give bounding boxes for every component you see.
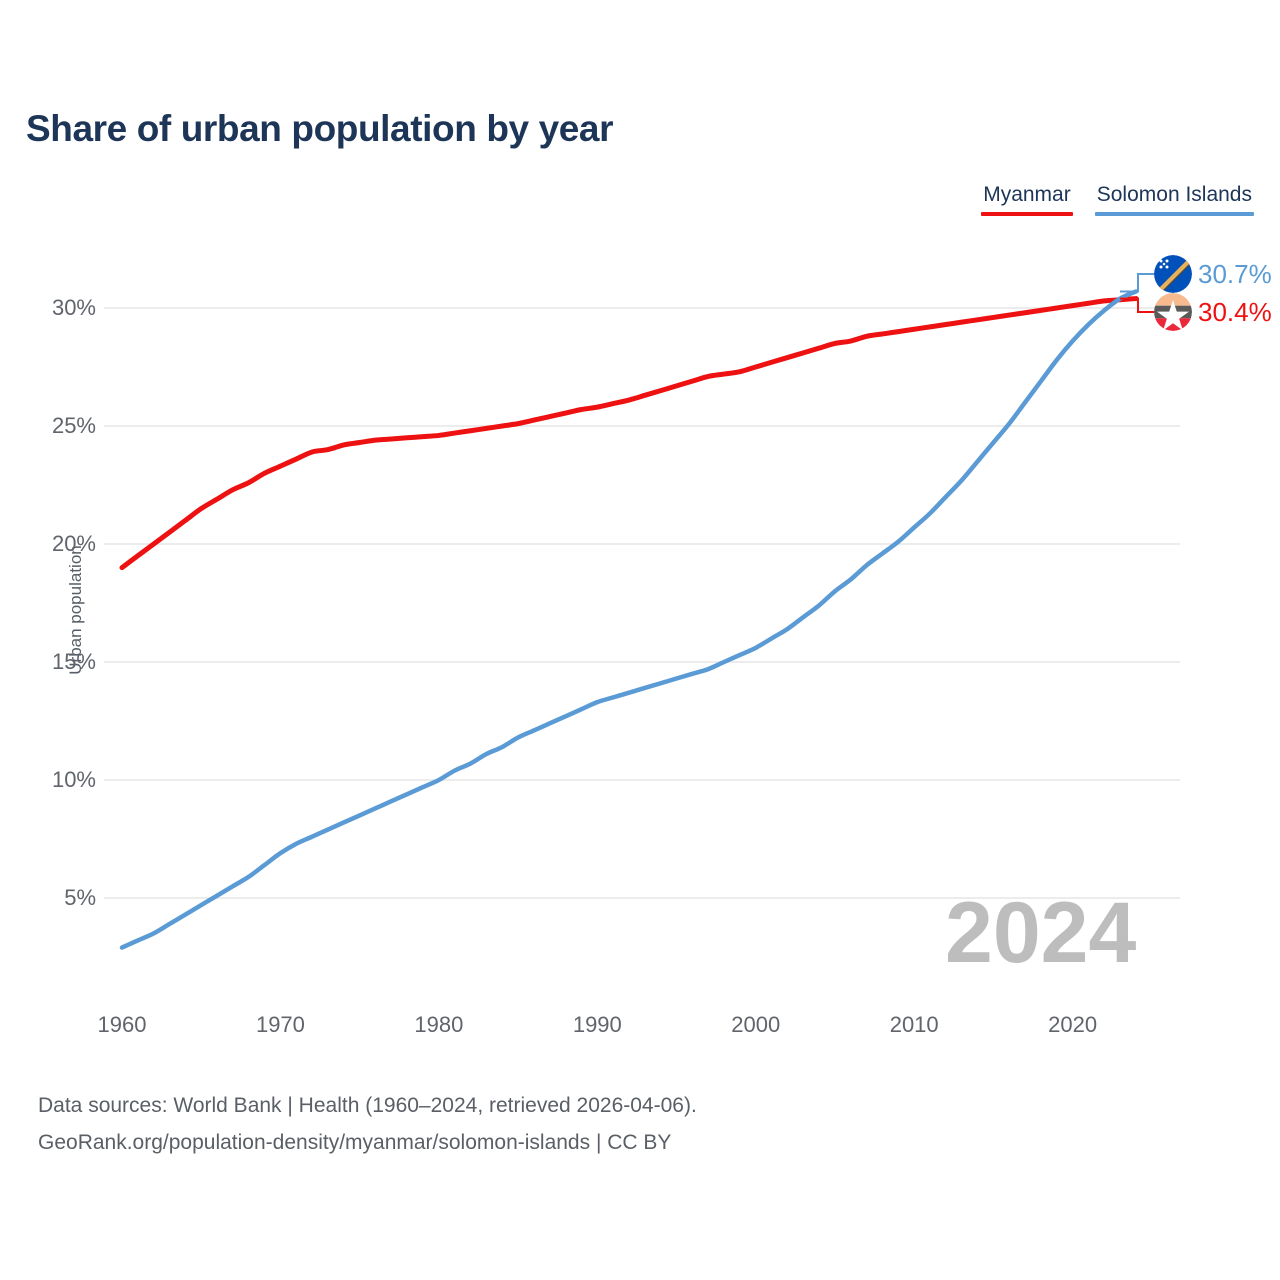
- y-tick-label: 10%: [51, 767, 96, 792]
- y-tick-label: 5%: [64, 885, 96, 910]
- footer-notes: Data sources: World Bank | Health (1960–…: [38, 1088, 697, 1162]
- year-watermark: 2024: [945, 885, 1137, 981]
- legend-label-myanmar: Myanmar: [983, 183, 1071, 206]
- page-title: Share of urban population by year: [26, 108, 614, 149]
- endpoint-solomon-islands[interactable]: 30.7%: [1154, 255, 1272, 293]
- legend-item-myanmar[interactable]: Myanmar: [981, 183, 1073, 217]
- x-tick-label: 1980: [414, 1012, 464, 1037]
- legend-label-solomon-islands: Solomon Islands: [1096, 183, 1252, 206]
- y-tick-label: 20%: [51, 531, 96, 556]
- chart-legend: Myanmar Solomon Islands: [981, 183, 1254, 217]
- myanmar-flag: [1154, 293, 1192, 331]
- footer-line-attribution: GeoRank.org/population-density/myanmar/s…: [38, 1130, 672, 1154]
- x-tick-label: 1970: [255, 1012, 305, 1037]
- endpoint-leader-line: [1120, 273, 1154, 293]
- x-tick-label: 1990: [572, 1012, 622, 1037]
- y-tick-label: 15%: [51, 649, 96, 674]
- legend-item-solomon-islands[interactable]: Solomon Islands: [1094, 183, 1254, 217]
- solomon-islands-flag: [1154, 255, 1192, 293]
- x-tick-label: 1960: [97, 1012, 147, 1037]
- series-line-solomon-islands: [119, 289, 1139, 950]
- legend-rule-myanmar: [981, 212, 1073, 217]
- y-tick-label: 25%: [51, 413, 96, 438]
- endpoint-myanmar[interactable]: 30.4%: [1154, 293, 1272, 331]
- endpoint-leader-line: [1120, 297, 1154, 313]
- series-line-myanmar: [119, 296, 1139, 571]
- endpoint-value: 30.7%: [1198, 258, 1272, 289]
- footer-line-sources: Data sources: World Bank | Health (1960–…: [38, 1094, 697, 1117]
- x-tick-label: 2020: [1048, 1012, 1098, 1037]
- x-tick-label: 2000: [731, 1012, 781, 1037]
- y-tick-label: 30%: [51, 295, 96, 320]
- legend-rule-solomon-islands: [1094, 212, 1254, 217]
- endpoint-value: 30.4%: [1198, 296, 1272, 327]
- x-tick-label: 2010: [889, 1012, 939, 1037]
